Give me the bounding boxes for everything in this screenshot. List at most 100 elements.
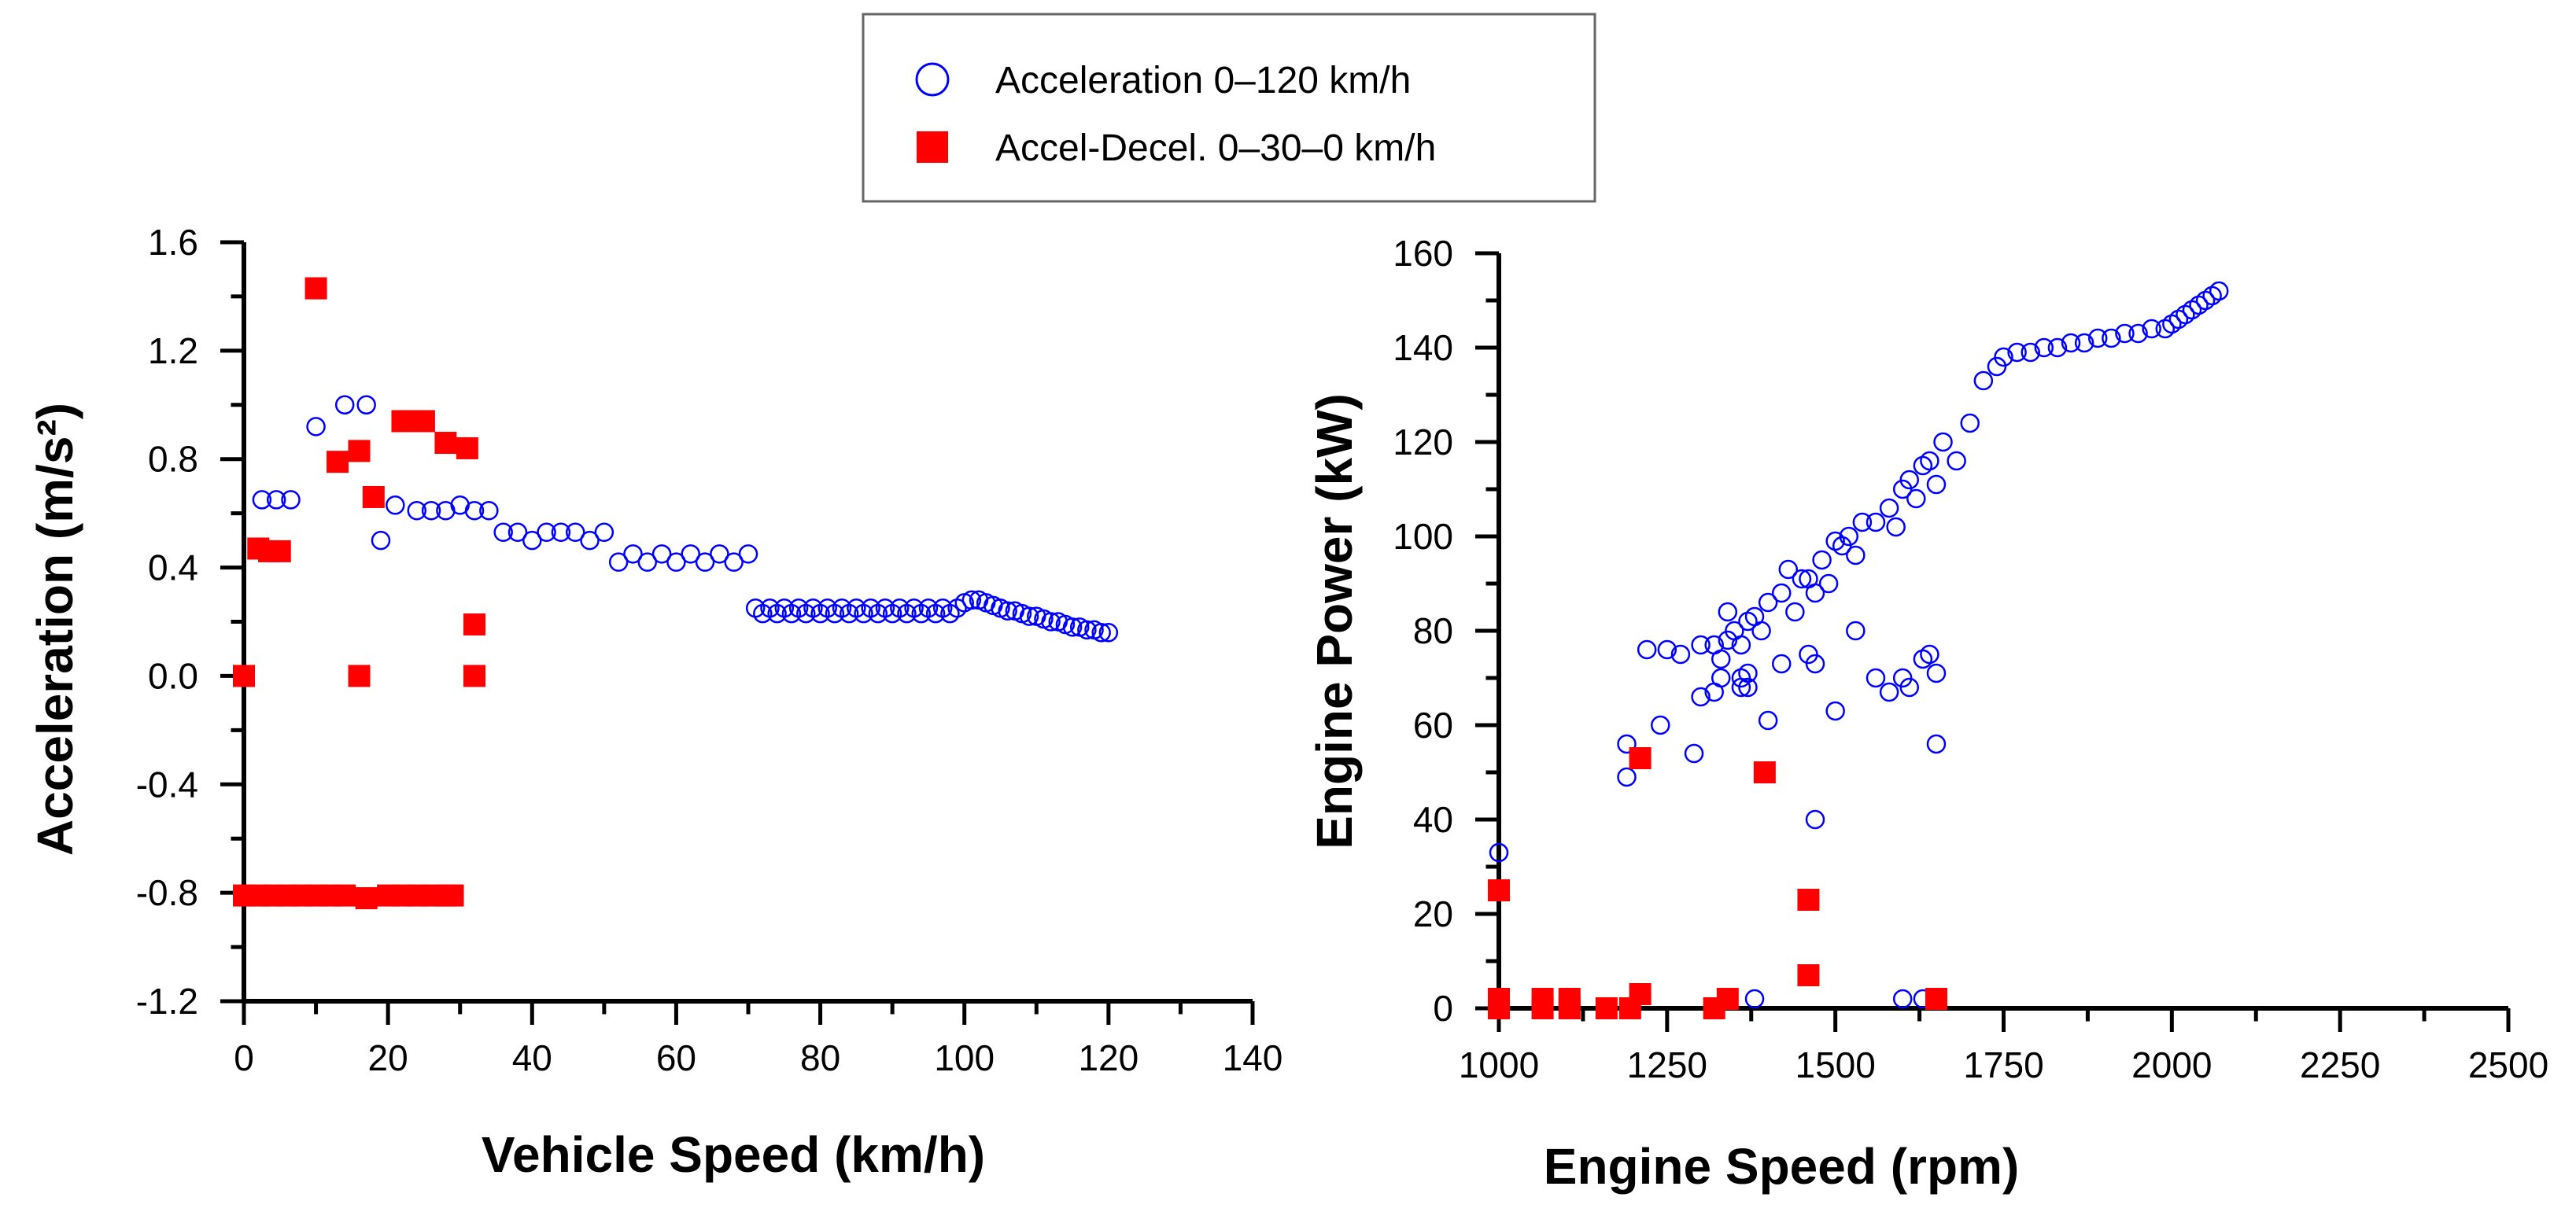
data-point-square: [1488, 879, 1510, 901]
y-tick-label: 1.6: [148, 222, 198, 263]
data-point-circle: [1926, 734, 1947, 754]
data-point-square: [304, 277, 327, 300]
data-point-square: [456, 437, 478, 459]
x-tick-label: 2000: [2131, 1044, 2212, 1085]
data-point-circle: [1825, 701, 1845, 721]
data-point-circle: [306, 417, 326, 437]
series-marks: [233, 277, 1119, 910]
data-point-square: [434, 432, 457, 455]
data-point-square: [1797, 964, 1820, 986]
data-point-square: [1925, 988, 1947, 1010]
data-point-square: [1595, 997, 1618, 1019]
y-tick-label: -0.4: [136, 764, 198, 805]
data-point-circle: [2142, 319, 2161, 339]
y-tick-label: 80: [1413, 610, 1453, 651]
data-point-circle: [1906, 488, 1926, 509]
data-point-circle: [1731, 635, 1751, 655]
y-tick-label: -0.8: [136, 872, 198, 913]
data-point-circle: [493, 522, 513, 543]
data-point-square: [334, 884, 356, 907]
data-point-circle: [961, 590, 982, 610]
data-point-square: [233, 665, 255, 687]
data-point-circle: [1846, 545, 1866, 565]
data-point-circle: [537, 522, 556, 543]
data-point-circle: [386, 495, 405, 515]
data-point-square: [1531, 997, 1554, 1019]
data-point-circle: [1711, 649, 1731, 669]
data-point-circle: [1879, 682, 1899, 702]
chart-acceleration-vs-vehicle-speed: 0 20 40 60 80 100 120 140 -1.2 -0.8 -0.4 0.0 0.4 0.8 1…: [27, 222, 1282, 1183]
data-point-circle: [479, 500, 499, 521]
y-tick-label: 140: [1393, 327, 1453, 368]
data-point-circle: [2007, 342, 2027, 363]
data-point-circle: [1704, 682, 1724, 702]
x-tick-label: 1500: [1795, 1044, 1875, 1085]
x-tick-label: 1250: [1627, 1044, 1707, 1085]
data-point-circle: [1751, 621, 1771, 641]
data-point-square: [362, 485, 385, 508]
data-point-circle: [608, 552, 629, 572]
data-point-circle: [1785, 602, 1805, 622]
data-point-circle: [710, 544, 729, 564]
data-point-circle: [1744, 989, 1765, 1009]
legend-marker-acceleration: [915, 62, 950, 97]
data-point-circle: [695, 552, 715, 572]
y-tick-label: 0.0: [148, 655, 198, 696]
data-point-square: [327, 451, 349, 473]
data-point-circle: [1899, 470, 1920, 490]
legend-label-accel-decel: Accel-Decel. 0–30–0 km/h: [995, 127, 1436, 169]
data-point-circle: [1892, 989, 1913, 1009]
data-point-square: [391, 410, 414, 433]
legend-marker-accel-decel: [917, 131, 948, 163]
x-tick-label: 2500: [2468, 1044, 2548, 1085]
data-point-circle: [1771, 654, 1792, 674]
data-point-circle: [1994, 347, 2013, 367]
data-point-circle: [2209, 281, 2229, 301]
data-point-circle: [2021, 342, 2040, 363]
data-point-circle: [724, 552, 744, 572]
data-point-circle: [998, 601, 1017, 621]
x-axis-title: Engine Speed (rpm): [1544, 1138, 2020, 1195]
data-point-circle: [1886, 517, 1906, 537]
data-point-circle: [371, 530, 391, 551]
data-point-circle: [1670, 644, 1691, 665]
y-axis-title: Acceleration (m/s²): [27, 403, 83, 856]
data-point-circle: [421, 500, 441, 521]
data-point-circle: [1758, 592, 1778, 613]
y-axis-title: Engine Power (kW): [1306, 393, 1363, 849]
data-point-circle: [1926, 663, 1947, 683]
data-point-square: [412, 410, 435, 433]
data-point-square: [348, 665, 371, 687]
data-point-circle: [1973, 370, 1994, 391]
data-point-circle: [1805, 809, 1825, 830]
data-point-circle: [1684, 743, 1704, 764]
data-point-square: [268, 540, 291, 562]
data-point-circle: [1960, 413, 1980, 433]
data-point-circle: [565, 522, 585, 543]
data-point-circle: [681, 544, 700, 564]
data-point-circle: [1879, 498, 1899, 518]
data-point-circle: [1098, 623, 1119, 643]
y-tick-label: 0.8: [148, 439, 198, 480]
data-point-circle: [1077, 620, 1097, 640]
data-point-circle: [738, 544, 758, 564]
x-tick-label: 2250: [2300, 1044, 2380, 1085]
y-tick-label: 40: [1413, 799, 1453, 840]
data-point-circle: [334, 395, 355, 415]
data-point-square: [463, 665, 486, 687]
data-point-circle: [1091, 623, 1111, 643]
x-tick-label: 140: [1223, 1037, 1283, 1078]
data-point-square: [348, 440, 371, 462]
x-tick-label: 100: [934, 1037, 995, 1078]
data-point-circle: [356, 395, 376, 415]
data-point-circle: [1926, 474, 1947, 495]
data-point-circle: [266, 490, 286, 510]
data-point-circle: [1778, 559, 1799, 580]
data-point-circle: [252, 490, 272, 510]
data-point-circle: [281, 490, 301, 510]
y-tick-label: -1.2: [136, 981, 198, 1022]
data-point-circle: [2074, 333, 2094, 353]
data-point-circle: [2128, 323, 2148, 344]
data-point-circle: [637, 552, 658, 572]
